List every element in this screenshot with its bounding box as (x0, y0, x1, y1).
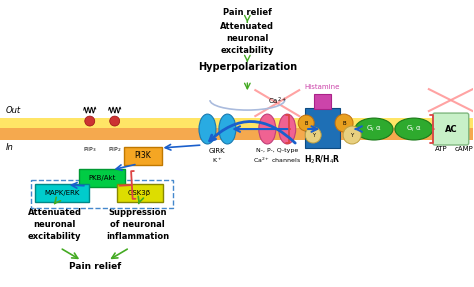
Ellipse shape (395, 118, 433, 140)
Text: G$_i$ α: G$_i$ α (366, 124, 382, 134)
Circle shape (109, 116, 119, 126)
Text: Y: Y (350, 133, 354, 137)
Text: MAPK/ERK: MAPK/ERK (44, 190, 80, 196)
Text: Attenuated: Attenuated (220, 22, 274, 31)
Text: excitability: excitability (220, 46, 274, 55)
FancyBboxPatch shape (124, 147, 162, 165)
Text: of neuronal: of neuronal (110, 220, 165, 229)
Text: cAMP: cAMP (455, 146, 473, 152)
Text: PIP$_2$: PIP$_2$ (108, 145, 122, 154)
Text: ATP: ATP (435, 146, 447, 152)
Text: Pain relief: Pain relief (69, 262, 121, 271)
FancyBboxPatch shape (0, 118, 473, 140)
Text: AC: AC (445, 125, 457, 133)
Text: B: B (342, 121, 346, 125)
Ellipse shape (259, 114, 276, 144)
FancyBboxPatch shape (35, 184, 89, 202)
Text: PIP$_3$: PIP$_3$ (83, 145, 97, 154)
Circle shape (305, 127, 321, 143)
Text: GIRK: GIRK (209, 148, 226, 154)
Text: Attenuated: Attenuated (28, 208, 82, 217)
Text: In: In (6, 143, 14, 152)
Ellipse shape (355, 118, 393, 140)
FancyBboxPatch shape (305, 108, 339, 148)
Text: K$^+$: K$^+$ (212, 156, 222, 165)
Ellipse shape (279, 114, 296, 144)
Text: Pain relief: Pain relief (223, 8, 272, 17)
Text: B: B (304, 121, 308, 125)
Text: PKB/Akt: PKB/Akt (88, 175, 115, 181)
FancyBboxPatch shape (117, 184, 163, 202)
Text: GSK3β: GSK3β (128, 190, 151, 196)
FancyBboxPatch shape (79, 169, 125, 187)
Text: neuronal: neuronal (226, 34, 269, 43)
Ellipse shape (199, 114, 216, 144)
FancyBboxPatch shape (0, 118, 473, 128)
Text: Out: Out (6, 106, 21, 115)
Circle shape (335, 114, 353, 132)
Text: H$_2$R/H$_4$R: H$_2$R/H$_4$R (304, 154, 340, 166)
Circle shape (298, 115, 314, 131)
Circle shape (85, 116, 95, 126)
Text: Suppression: Suppression (109, 208, 167, 217)
Text: N-, P-, Q-type: N-, P-, Q-type (256, 148, 299, 153)
Text: excitability: excitability (28, 232, 82, 241)
FancyBboxPatch shape (433, 113, 469, 145)
Text: Y: Y (312, 133, 315, 137)
Circle shape (343, 126, 361, 144)
Text: Ca$^{2+}$ channels: Ca$^{2+}$ channels (253, 156, 301, 165)
Text: Histamine: Histamine (304, 84, 340, 90)
Ellipse shape (219, 114, 236, 144)
FancyBboxPatch shape (314, 94, 331, 108)
Text: inflammation: inflammation (106, 232, 169, 241)
Text: G$_i$ α: G$_i$ α (406, 124, 422, 134)
Text: Hyperpolarization: Hyperpolarization (198, 62, 297, 72)
Text: neuronal: neuronal (34, 220, 76, 229)
Text: PI3K: PI3K (134, 152, 151, 160)
Text: Ca$^{2+}$: Ca$^{2+}$ (268, 96, 287, 107)
